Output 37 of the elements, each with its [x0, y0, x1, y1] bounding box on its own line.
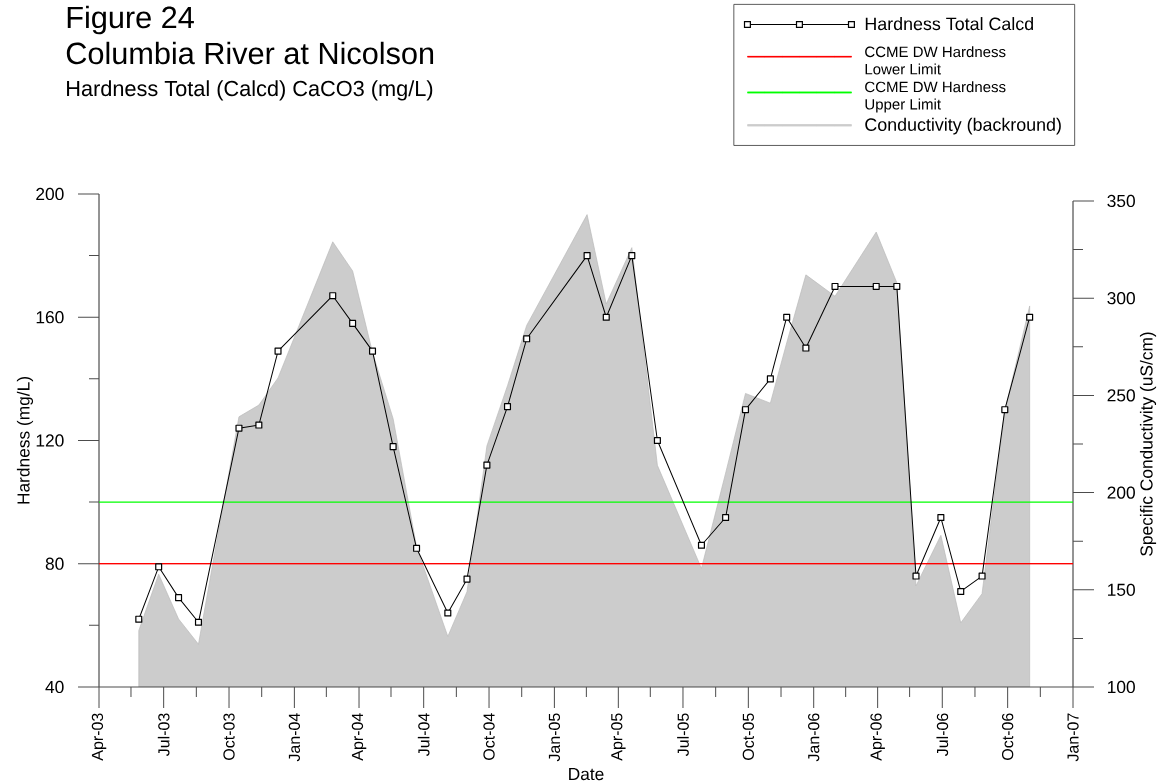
y-tick-label: 40 [45, 680, 64, 694]
y-tick-label: 120 [36, 434, 64, 447]
x-tick-label: Jul-04 [417, 713, 430, 757]
y2-tick-label: 250 [1107, 389, 1135, 402]
y2-tick-label: 200 [1107, 486, 1135, 499]
x-tick-label: Apr-06 [870, 713, 885, 761]
x-tick-label: Oct-05 [742, 713, 754, 760]
x-tick-label: Oct-04 [483, 713, 495, 760]
y2-axis-title: Specific Conductivity (uS/cm) [1139, 332, 1157, 556]
legend-label: Conductivity (backround) [865, 117, 1061, 135]
x-tick-label: Jan-07 [1067, 713, 1079, 762]
y-axis-title: Hardness (mg/L) [16, 377, 34, 504]
y-tick-label: 160 [36, 311, 64, 324]
legend-label: CCME DW Hardness Upper Limit [865, 81, 1006, 113]
x-tick-label: Oct-06 [1001, 713, 1014, 760]
x-tick-label: Jul-06 [936, 713, 949, 757]
x-tick-label: Jan-05 [548, 713, 561, 762]
y2-tick-label: 350 [1107, 194, 1135, 208]
x-tick-label: Jan-04 [288, 713, 301, 762]
x-tick-label: Apr-05 [611, 713, 626, 761]
x-axis-title: Date [569, 768, 604, 781]
x-tick-label: Jul-03 [157, 713, 170, 757]
legend-label: CCME DW Hardness Lower Limit [865, 46, 1006, 75]
x-tick-label: Oct-03 [223, 713, 235, 760]
caption: Figure 24 [67, 5, 194, 35]
y2-tick-label: 150 [1108, 583, 1135, 596]
chart-title: Columbia River at Nicolson [66, 41, 434, 65]
legend-label: Hardness Total Calcd [865, 17, 1033, 31]
y2-tick-label: 100 [1108, 680, 1135, 694]
x-tick-label: Apr-03 [91, 713, 107, 761]
y-tick-label: 80 [45, 557, 64, 570]
x-tick-label: Jan-06 [808, 713, 820, 762]
y-tick-label: 200 [36, 187, 64, 201]
y2-tick-label: 300 [1107, 292, 1135, 305]
x-tick-label: Jul-05 [677, 713, 689, 757]
chart-subtitle: Hardness Total (Calcd) CaCO3 (mg/L) [67, 80, 433, 101]
x-tick-label: Apr-04 [351, 713, 367, 761]
